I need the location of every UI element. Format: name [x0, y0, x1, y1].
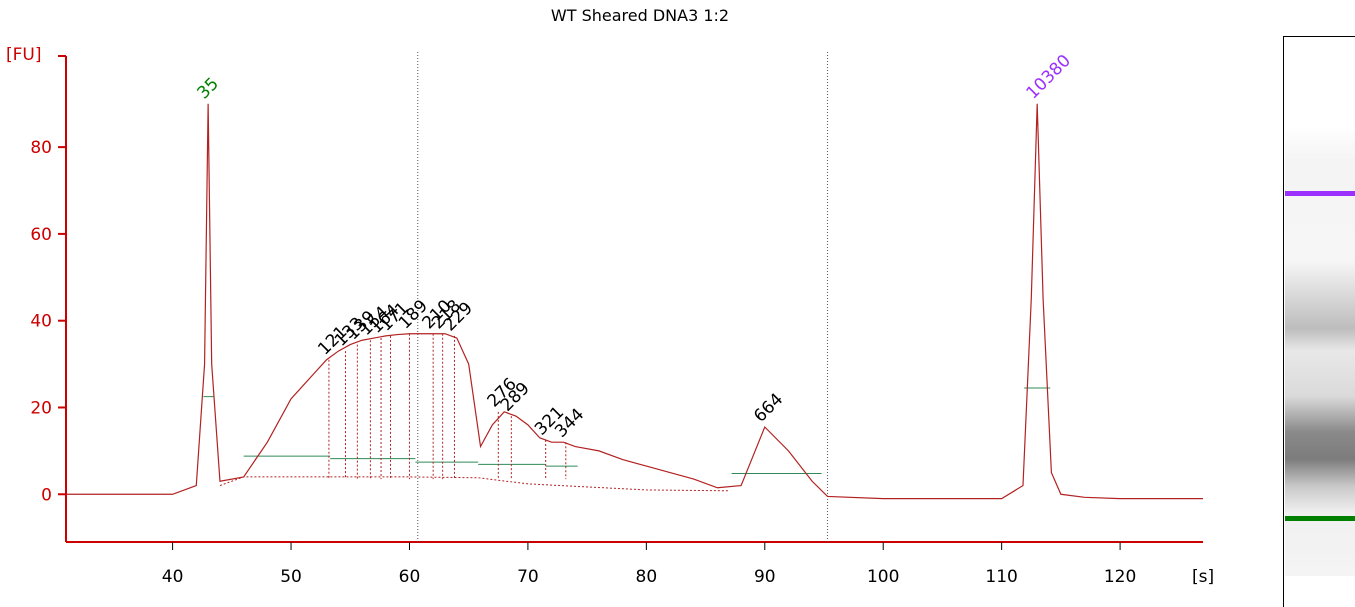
gel-lane: [1285, 126, 1355, 576]
chart-title: WT Sheared DNA3 1:2: [550, 6, 730, 25]
x-tick-label: 70: [517, 567, 539, 587]
peak-labels: 3512113313915416417118921021822927628932…: [194, 51, 1075, 442]
peak-label: 10380: [1023, 51, 1075, 103]
y-tick-label: 40: [30, 312, 52, 332]
y-axis-label: [FU]: [6, 45, 42, 65]
y-tick-label: 80: [30, 138, 52, 158]
y-tick-label: 60: [30, 225, 52, 245]
x-tick-label: 110: [985, 567, 1017, 587]
x-tick-label: 100: [867, 567, 899, 587]
region-markers: [417, 52, 829, 542]
x-tick-label: 60: [399, 567, 421, 587]
x-tick-label: 40: [162, 567, 184, 587]
peak-label: 35: [194, 74, 223, 103]
virtual-gel-lane: [1283, 36, 1355, 607]
y-tick-label: 20: [30, 398, 52, 418]
peak-baselines: [203, 387, 1051, 492]
trace-line: [66, 103, 1203, 500]
x-tick-label: 90: [754, 567, 776, 587]
trace-series: [66, 103, 1203, 500]
lower-marker-band: [1285, 516, 1355, 521]
x-tick-label: 80: [636, 567, 658, 587]
x-tick-label: 120: [1104, 567, 1136, 587]
smear-baseline: [219, 476, 730, 492]
y-tick-label: 0: [41, 485, 52, 505]
upper-marker-band: [1285, 191, 1355, 196]
peak-label: 664: [750, 389, 787, 426]
x-axis-label: [s]: [1192, 567, 1214, 587]
electropherogram-plot: 0 20 40 60 80 40 50 60 70 80 90 100 110 120 351211331…: [6, 45, 1214, 587]
axes: 0 20 40 60 80 40 50 60 70 80 90 100 110 120: [30, 55, 1203, 587]
x-tick-label: 50: [280, 567, 302, 587]
